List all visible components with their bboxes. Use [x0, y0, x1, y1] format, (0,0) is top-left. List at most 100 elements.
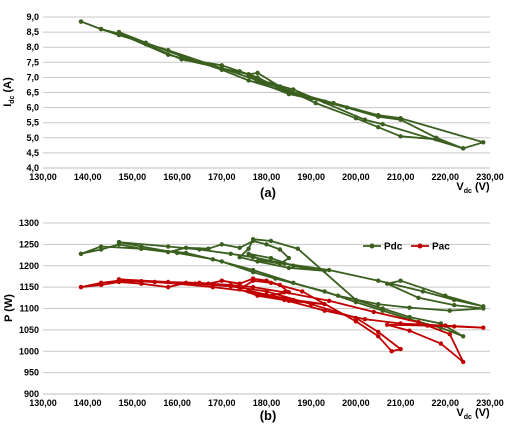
y-tick-label: 7,0 — [26, 72, 39, 82]
y-tick-label: 1250 — [19, 239, 39, 249]
y-tick-label: 1300 — [19, 218, 39, 228]
pac-point — [165, 284, 171, 290]
idc-series-2-point — [376, 114, 381, 119]
pac-point — [326, 298, 332, 304]
pdc-point — [174, 250, 180, 256]
idc-series-1-point — [78, 19, 84, 24]
pdc-point — [335, 293, 341, 298]
idc-series-2-point — [460, 146, 466, 151]
idc-series-1-point — [481, 140, 486, 145]
x-tick-label: 230,00 — [476, 172, 504, 182]
x-tick-label: 230,00 — [476, 398, 504, 408]
chart-b: 900 950 1000 1050 1100 1150 1200 1250 1300 130,00… — [3, 218, 504, 423]
pdc-point — [416, 295, 421, 301]
pdc-point — [407, 305, 412, 310]
pac-point — [425, 323, 430, 328]
pac-point — [309, 302, 314, 307]
pac-point — [174, 281, 180, 286]
pac-point — [438, 341, 444, 346]
pdc-point — [384, 281, 390, 286]
idc-series-1-point — [291, 87, 296, 92]
pac-point — [282, 290, 287, 295]
idc-series-2-point — [398, 117, 403, 122]
legend-swatch-marker — [369, 243, 375, 249]
pdc-point — [286, 265, 292, 271]
x-tick-label: 180,00 — [253, 172, 281, 182]
pac-point — [219, 278, 224, 283]
pdc-point — [481, 306, 486, 311]
pdc-point — [452, 302, 457, 308]
y-axis-label: Idc (A) — [2, 77, 16, 107]
y-tick-label: 5,5 — [26, 118, 39, 128]
pac-point — [282, 297, 287, 303]
pdc-point — [353, 299, 359, 305]
idc-series-2-point — [313, 100, 318, 106]
pdc-point — [246, 251, 251, 256]
idc-series-2-point — [277, 84, 283, 89]
x-axis-label: Vdc (V) — [456, 181, 490, 195]
pac-point — [376, 329, 381, 335]
pdc-point — [250, 255, 256, 260]
panel-label: (a) — [260, 185, 276, 200]
pdc-point — [237, 245, 242, 250]
x-tick-label: 210,00 — [387, 398, 415, 408]
x-tick-label: 210,00 — [387, 172, 415, 182]
pac-point — [98, 280, 104, 286]
y-tick-label: 8,0 — [26, 42, 39, 52]
legend-swatch-marker — [417, 243, 423, 249]
legend-label-pac: Pac — [432, 242, 450, 253]
pac-point — [228, 282, 233, 288]
pdc-point — [255, 259, 260, 264]
pac-point — [362, 316, 368, 322]
pac-point — [139, 278, 144, 284]
pdc-point — [376, 278, 381, 283]
pac-point — [116, 277, 122, 282]
y-tick-label: 5,0 — [26, 133, 39, 143]
x-tick-label: 180,00 — [253, 398, 281, 408]
y-tick-label: 4,5 — [26, 148, 39, 158]
y-tick-label: 1150 — [19, 282, 39, 292]
idc-series-2-point — [434, 135, 439, 140]
idc-series-2-point — [179, 54, 184, 59]
pdc-point — [219, 242, 224, 247]
y-tick-label: 1050 — [19, 325, 39, 335]
idc-series-2-point — [398, 134, 403, 139]
x-tick-label: 170,00 — [208, 398, 236, 408]
idc-series-2-point — [116, 29, 122, 35]
pdc-point — [268, 255, 274, 261]
pdc-point — [246, 246, 251, 251]
x-tick-label: 160,00 — [163, 172, 191, 182]
x-tick-label: 130,00 — [29, 172, 57, 182]
pdc-point — [264, 242, 269, 247]
pac-point — [322, 302, 327, 307]
pac-point — [250, 284, 256, 290]
pac-point — [384, 322, 390, 327]
y-axis-label: P (W) — [3, 294, 15, 322]
pdc-point — [268, 238, 274, 244]
x-tick-label: 200,00 — [342, 172, 370, 182]
x-tick-label: 220,00 — [432, 398, 460, 408]
x-tick-label: 150,00 — [119, 398, 147, 408]
y-tick-label: 6,0 — [26, 103, 39, 113]
pdc-point — [228, 251, 233, 256]
y-tick-label: 4,0 — [26, 163, 39, 173]
pdc-point — [326, 267, 332, 273]
pac-point — [452, 324, 457, 329]
y-tick-label: 9,0 — [26, 12, 39, 22]
pdc-point — [420, 289, 426, 294]
pdc-point — [78, 251, 84, 256]
idc-series-2-point — [179, 57, 184, 62]
idc-series-1-point — [380, 122, 385, 127]
pdc-point — [291, 280, 296, 286]
idc-series-1-point — [219, 63, 224, 68]
pac-point — [416, 319, 421, 325]
y-tick-label: 950 — [24, 368, 39, 378]
pdc-point — [380, 308, 385, 313]
pdc-point — [165, 244, 171, 249]
idc-series-1-point — [255, 78, 260, 83]
x-tick-label: 190,00 — [297, 398, 325, 408]
pac-point — [371, 309, 376, 315]
pdc-point — [250, 267, 256, 273]
pac-point — [250, 278, 256, 283]
